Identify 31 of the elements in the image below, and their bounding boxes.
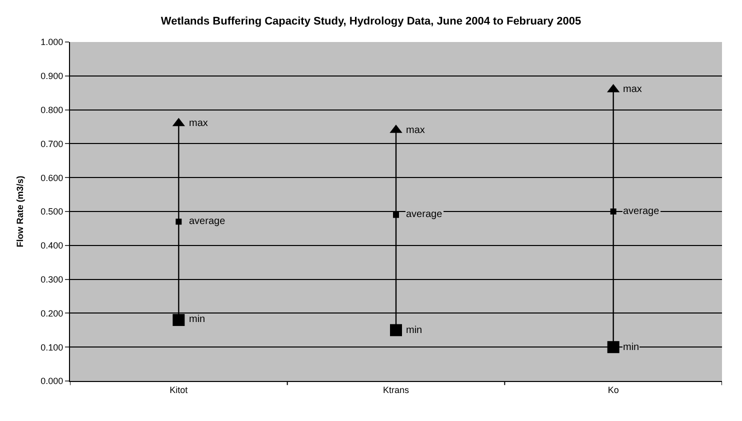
text: min [406,325,422,336]
chart-title: Wetlands Buffering Capacity Study, Hydrology Data, June 2004 to February 2005 [160,16,582,28]
y-tick-label: 0.600 [40,172,64,183]
x-tick-label: Ktrans [382,384,410,395]
text: min [189,314,206,325]
text: max [406,125,425,136]
series-label: max [623,84,642,95]
y-tick-label: 0.000 [40,376,64,386]
series-label: average [623,206,660,217]
y-tick-label: 0.900 [40,71,64,82]
y-tick-label: 0.700 [40,138,64,149]
y-tick-label: 0.500 [40,206,64,217]
y-tick-label: 0.200 [40,308,64,318]
point [607,341,620,354]
y-tick-label: 0.400 [40,240,64,251]
point [390,324,402,336]
y-tick-label: 1.000 [40,37,64,48]
y-tick-label: 0.800 [40,104,64,115]
point [393,212,399,218]
x-tick-label: Kitot [170,384,188,395]
series-label: min [623,342,640,353]
point [176,218,182,225]
y-tick-label: 0.100 [40,342,64,352]
y-tick-label: 0.300 [40,274,64,284]
text: max [189,118,208,129]
x-tick-label: Ko [608,384,619,395]
point [610,208,616,214]
text: average [406,209,442,220]
point [172,314,185,326]
text: average [189,216,226,227]
y-axis-title: Flow Rate (m3/s) [15,176,26,248]
